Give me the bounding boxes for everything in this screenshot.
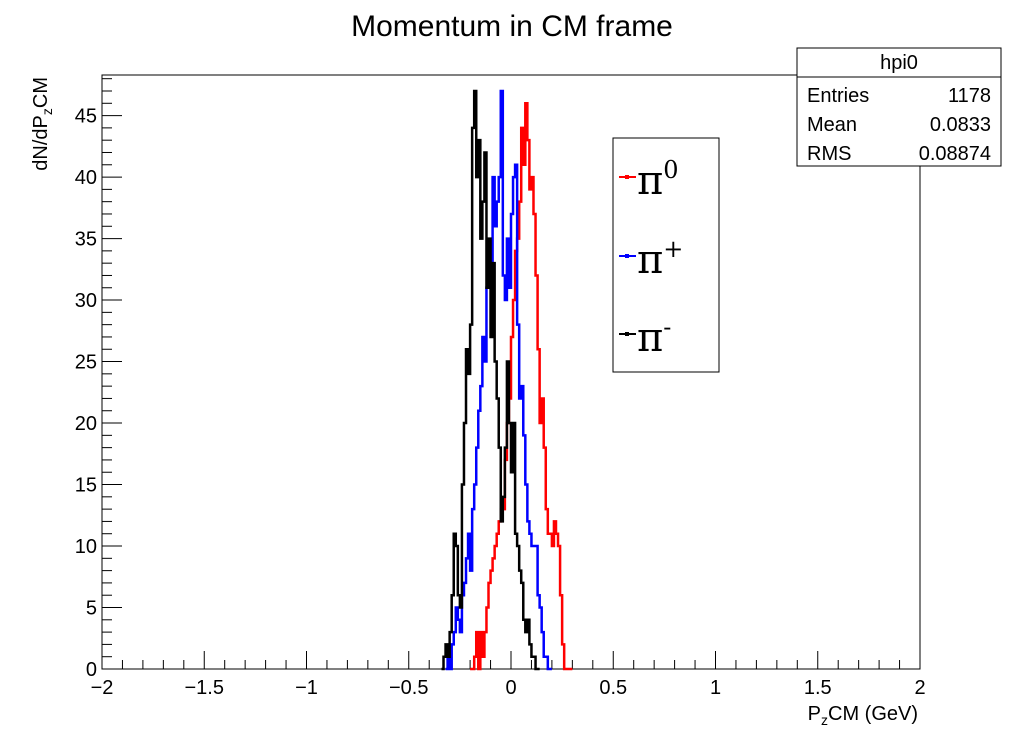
- stats-box-title: hpi0: [880, 52, 918, 74]
- series-piminus: [441, 89, 540, 671]
- legend-marker-pi0: [625, 175, 629, 179]
- x-tick-label: −2: [91, 677, 114, 699]
- y-tick-label: 35: [75, 229, 97, 251]
- y-tick-label: 0: [86, 659, 97, 681]
- stats-box: hpi0 Entries 1178 Mean 0.0833 RMS 0.0887…: [796, 47, 1002, 167]
- stats-value-rms: 0.08874: [919, 143, 991, 165]
- legend-marker-piplus: [625, 254, 629, 258]
- x-tick-label: 2: [914, 677, 925, 699]
- x-tick-label: −1: [295, 677, 318, 699]
- legend-label-piminus: π-: [637, 313, 671, 361]
- stats-box-frame: [796, 47, 1002, 167]
- legend-entry-piplus: π+: [619, 235, 683, 283]
- y-tick-label: 40: [75, 167, 97, 189]
- histogram-series: [441, 89, 573, 671]
- stats-value-mean: 0.0833: [930, 114, 991, 136]
- y-tick-label: 15: [75, 475, 97, 497]
- x-axis-title: PzCM (GeV): [808, 703, 918, 728]
- stats-label-rms: RMS: [807, 143, 851, 165]
- x-axis-ticks: −2 −1.5 −1 −0.5 0 0.5 1 1.5 2: [91, 651, 926, 699]
- series-pi0: [470, 102, 573, 671]
- y-tick-label: 25: [75, 352, 97, 374]
- legend-label-pi0: π0: [637, 156, 679, 204]
- y-tick-label: 5: [86, 598, 97, 620]
- chart-title: Momentum in CM frame: [351, 10, 673, 43]
- y-tick-label: 10: [75, 536, 97, 558]
- x-tick-label: 0: [505, 677, 516, 699]
- legend: π0 π+ π-: [612, 137, 720, 373]
- legend-marker-piminus: [625, 332, 629, 336]
- x-tick-label: 0.5: [599, 677, 627, 699]
- legend-entry-pi0: π0: [619, 156, 679, 204]
- y-tick-label: 20: [75, 413, 97, 435]
- y-axis-title: dN/dPzCM: [30, 77, 55, 171]
- x-tick-label: 1: [710, 677, 721, 699]
- y-tick-label: 45: [75, 106, 97, 128]
- x-tick-label: 1.5: [804, 677, 832, 699]
- stats-label-entries: Entries: [807, 85, 869, 107]
- legend-entry-piminus: π-: [619, 313, 671, 361]
- y-axis-ticks: 0 5 10 15 20 25 30 35 40 45: [75, 78, 122, 681]
- x-tick-label: −0.5: [389, 677, 428, 699]
- legend-label-piplus: π+: [637, 235, 683, 283]
- stats-label-mean: Mean: [807, 114, 857, 136]
- y-tick-label: 30: [75, 290, 97, 312]
- x-tick-label: −1.5: [185, 677, 224, 699]
- stats-value-entries: 1178: [948, 85, 991, 107]
